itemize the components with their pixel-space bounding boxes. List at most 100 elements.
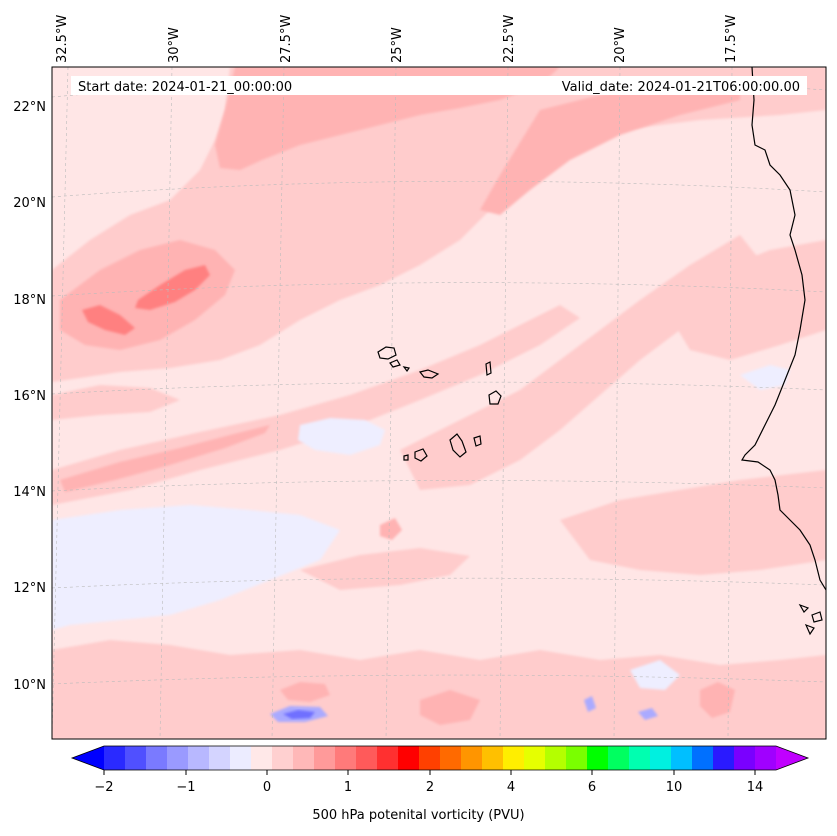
neg-pv-west (52, 505, 340, 630)
colorbar-cell (671, 746, 693, 770)
pv-patch-south-1 (280, 682, 330, 702)
colorbar-label: 500 hPa potenital vorticity (PVU) (312, 808, 525, 823)
cape-verde-sao-vicente (389, 359, 401, 368)
colorbar-max-arrow (776, 746, 808, 770)
pv-patch-mid (380, 518, 402, 540)
pv-max-west (82, 305, 135, 335)
colorbar-cell (629, 746, 651, 770)
colorbar-cell (713, 746, 735, 770)
colorbar-cell (293, 746, 315, 770)
pv-band-east (660, 240, 826, 360)
colorbar-tick-label: 1 (344, 780, 352, 795)
cape-verde-brava (403, 454, 409, 461)
colorbar-cell (524, 746, 546, 770)
longitude-labels: 32.5°W 30°W 27.5°W 25°W 22.5°W 20°W 17.5… (55, 15, 739, 63)
lat-label: 18°N (13, 293, 46, 308)
start-date-text: Start date: 2024-01-21_00:00:00 (78, 80, 292, 95)
colorbar-cell (377, 746, 399, 770)
colorbar: −2 −1 0 1 2 4 6 10 14 (70, 745, 810, 795)
colorbar-ticks: −2 −1 0 1 2 4 6 10 14 (94, 770, 763, 795)
lon-label: 22.5°W (502, 15, 517, 63)
map-frame (51, 66, 827, 740)
colorbar-tick-label: 10 (666, 780, 683, 795)
date-header-background (71, 76, 807, 95)
neg-pv-east (740, 365, 790, 390)
neg-pv-min (283, 710, 315, 719)
colorbar-cell (482, 746, 504, 770)
lat-label: 12°N (13, 581, 46, 596)
date-header-box: Start date: 2024-01-21_00:00:00 Valid_da… (71, 76, 807, 95)
colorbar-cell (188, 746, 210, 770)
colorbar-tick-label: 2 (426, 780, 434, 795)
colorbar-cell (167, 746, 189, 770)
colorbar-cell (650, 746, 672, 770)
cape-verde-boa-vista (488, 390, 502, 405)
lat-label: 22°N (13, 100, 46, 115)
colorbar-cell (356, 746, 378, 770)
neg-pv-center (298, 418, 385, 455)
colorbar-tick-label: −1 (176, 780, 195, 795)
colorbar-cell (419, 746, 441, 770)
colorbar-tick-label: −2 (94, 780, 113, 795)
latitude-labels: 22°N 20°N 18°N 16°N 14°N 12°N 10°N (13, 100, 46, 693)
colorbar-tick-label: 14 (747, 780, 764, 795)
coastlines (377, 67, 826, 636)
colorbar-cell (461, 746, 483, 770)
neg-pv-south-east-core-2 (638, 708, 658, 720)
colorbar-tick-label: 0 (263, 780, 271, 795)
lat-label: 16°N (13, 389, 46, 404)
africa-coastline (741, 67, 826, 591)
colorbar-tick-label: 6 (588, 780, 596, 795)
lon-label: 20°W (613, 27, 628, 63)
lat-label: 14°N (13, 485, 46, 500)
cape-verde-santa-luzia (402, 366, 410, 373)
lon-label: 30°W (167, 27, 182, 63)
colorbar-cell (335, 746, 357, 770)
colorbar-cell (272, 746, 294, 770)
bijagos-islands (798, 603, 823, 636)
lon-label: 17.5°W (724, 15, 739, 63)
neg-pv-south (630, 660, 680, 690)
colorbar-cell (545, 746, 567, 770)
colorbar-cell (587, 746, 609, 770)
colorbar-cells (104, 746, 777, 770)
colorbar-cell (503, 746, 525, 770)
pv-band-south (52, 640, 826, 739)
colorbar-cell (104, 746, 126, 770)
colorbar-cell (692, 746, 714, 770)
cape-verde-fogo (414, 448, 428, 462)
colorbar-cell (398, 746, 420, 770)
colorbar-cell (755, 746, 777, 770)
colorbar-cell (209, 746, 231, 770)
colorbar-cell (125, 746, 147, 770)
lon-label: 32.5°W (55, 15, 70, 63)
cape-verde-santo-antao (377, 346, 397, 360)
colorbar-cell (146, 746, 168, 770)
pv-patch-south-3 (420, 690, 480, 725)
valid-date-text: Valid_date: 2024-01-21T06:00:00.00 (562, 80, 800, 95)
colorbar-cell (251, 746, 273, 770)
pv-patch-south-2 (700, 682, 735, 718)
colorbar-cell (566, 746, 588, 770)
colorbar-tick-label: 4 (507, 780, 515, 795)
colorbar-cell (314, 746, 336, 770)
cape-verde-sao-nicolau (418, 369, 440, 379)
colorbar-cell (608, 746, 630, 770)
colorbar-cell (734, 746, 756, 770)
cape-verde-santiago (449, 433, 467, 458)
colorbar-cell (230, 746, 252, 770)
cape-verde-maio (473, 435, 482, 447)
colorbar-cell (440, 746, 462, 770)
lon-label: 25°W (390, 27, 405, 63)
map-area (52, 67, 826, 739)
pv-max-northwest (135, 265, 210, 310)
pv-band-mid-south (300, 548, 470, 590)
lat-label: 20°N (13, 196, 46, 211)
pv-band-southeast (560, 470, 826, 575)
pv-band-north-east-core (480, 80, 740, 215)
pv-band-west-mid (52, 385, 180, 420)
colorbar-min-arrow (72, 746, 104, 770)
neg-pv-south-east-core (584, 696, 596, 712)
lat-label: 10°N (13, 678, 46, 693)
